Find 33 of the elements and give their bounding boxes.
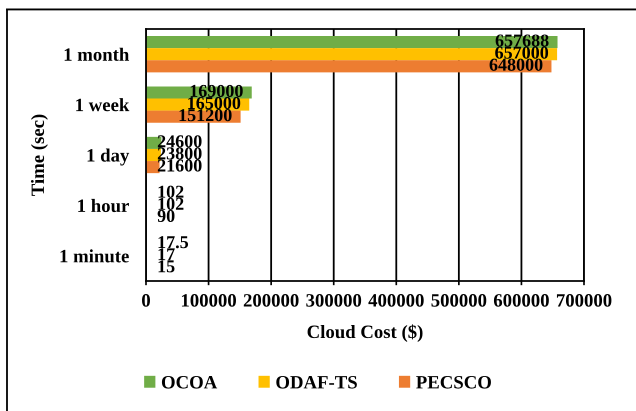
data-label: 165000: [188, 96, 240, 110]
data-label: 102: [158, 186, 184, 198]
data-label: 169000: [190, 84, 243, 98]
legend-label: ODAF-TS: [276, 376, 357, 389]
data-label: 657000: [495, 46, 548, 59]
x-tick-label: 200000: [244, 294, 299, 307]
x-tick-label: 700000: [556, 294, 612, 307]
y-tick-label: 1 minute: [60, 249, 129, 263]
data-label: 102: [158, 198, 184, 210]
x-axis-title: Cloud Cost ($): [308, 324, 423, 342]
x-tick-label: 400000: [368, 294, 424, 307]
data-label: 90: [158, 210, 174, 222]
y-axis-title: Time (sec): [30, 114, 48, 196]
legend-label: PECSCO: [416, 376, 491, 389]
y-tick-label: 1 week: [76, 98, 130, 112]
x-tick-label: 500000: [431, 294, 486, 307]
data-label: 17.5: [158, 236, 188, 248]
legend-label: OCOA: [162, 376, 218, 389]
data-label: 151200: [180, 109, 232, 122]
x-tick-label: 0: [142, 294, 150, 307]
y-tick-label: 1 month: [64, 48, 130, 61]
bar: [146, 60, 552, 72]
x-tick-label: 100000: [182, 294, 236, 307]
y-tick-label: 1 hour: [78, 198, 129, 212]
y-tick-label: 1 day: [88, 148, 130, 166]
data-label: 648000: [490, 58, 542, 71]
x-tick-label: 600000: [494, 294, 549, 307]
bar: [146, 36, 558, 48]
data-label: 15: [158, 260, 175, 272]
data-label: 17: [158, 248, 175, 260]
data-label: 657688: [496, 34, 549, 47]
bar: [146, 48, 558, 60]
x-tick-label: 300000: [306, 294, 362, 307]
